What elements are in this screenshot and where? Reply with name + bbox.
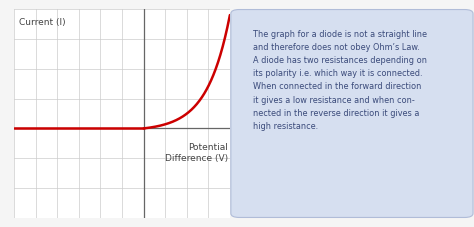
Text: The graph for a diode is not a straight line
and therefore does not obey Ohm’s L: The graph for a diode is not a straight … (253, 30, 427, 131)
Text: Potential
Difference (V): Potential Difference (V) (164, 143, 228, 163)
Text: Current (I): Current (I) (18, 18, 65, 27)
